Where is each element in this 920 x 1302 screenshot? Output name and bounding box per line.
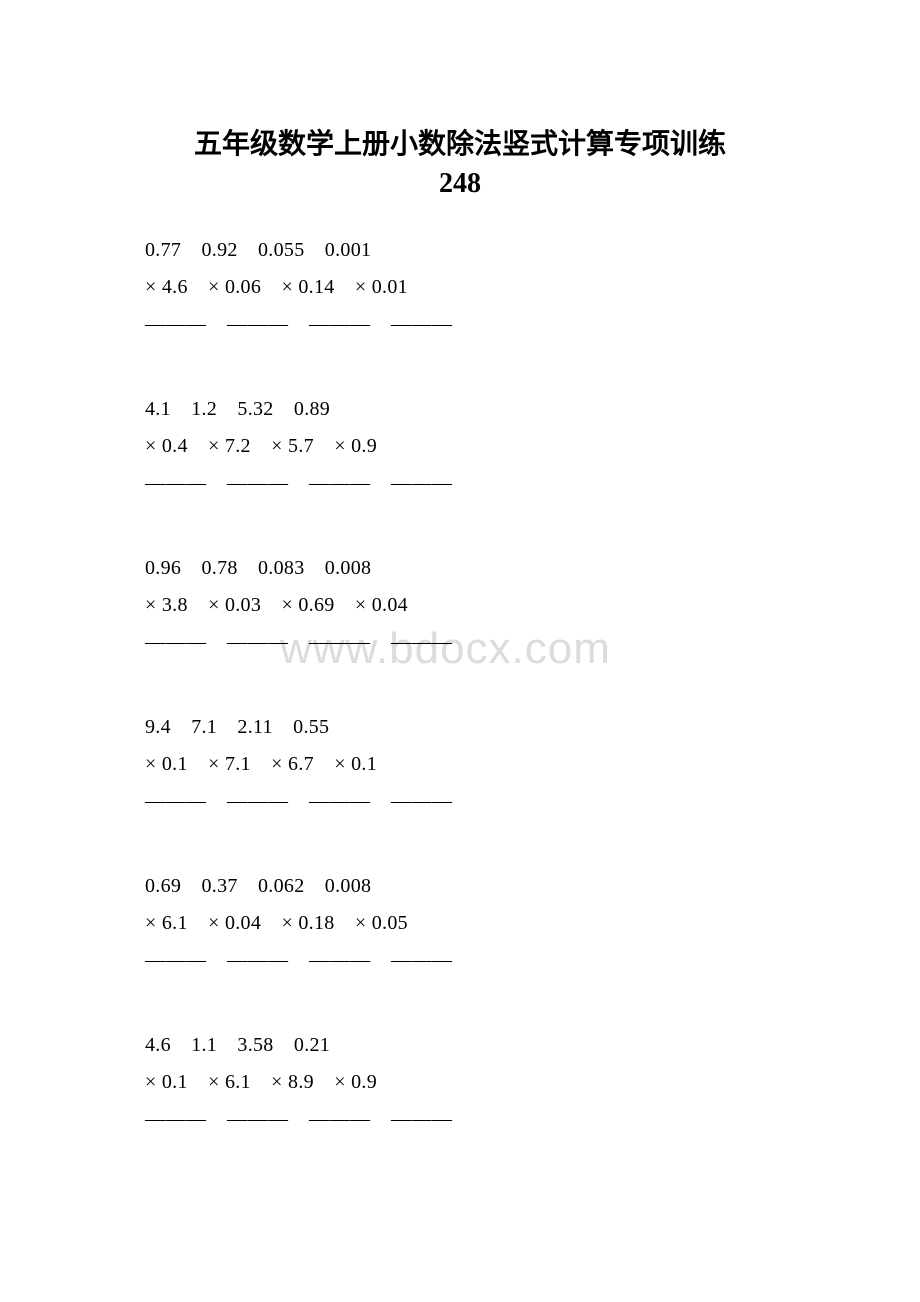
problem-row-operands: 0.69 0.37 0.062 0.008 <box>145 869 820 898</box>
problem-row-multipliers: × 0.1 × 6.1 × 8.9 × 0.9 <box>145 1065 820 1094</box>
problem-row-multipliers: × 6.1 × 0.04 × 0.18 × 0.05 <box>145 906 820 935</box>
problem-underlines: ——— ——— ——— ——— <box>145 625 820 654</box>
problem-row-operands: 9.4 7.1 2.11 0.55 <box>145 710 820 739</box>
problem-row-multipliers: × 0.4 × 7.2 × 5.7 × 0.9 <box>145 429 820 458</box>
problem-underlines: ——— ——— ——— ——— <box>145 784 820 813</box>
problem-group: 0.69 0.37 0.062 0.008 × 6.1 × 0.04 × 0.1… <box>145 869 820 972</box>
problem-group: 4.6 1.1 3.58 0.21 × 0.1 × 6.1 × 8.9 × 0.… <box>145 1028 820 1131</box>
problem-group: 0.96 0.78 0.083 0.008 × 3.8 × 0.03 × 0.6… <box>145 551 820 654</box>
page-content: 五年级数学上册小数除法竖式计算专项训练 248 0.77 0.92 0.055 … <box>0 125 920 1131</box>
problem-row-operands: 4.1 1.2 5.32 0.89 <box>145 392 820 421</box>
problem-underlines: ——— ——— ——— ——— <box>145 943 820 972</box>
problem-row-multipliers: × 3.8 × 0.03 × 0.69 × 0.04 <box>145 588 820 617</box>
title-line-1: 五年级数学上册小数除法竖式计算专项训练 <box>100 125 820 164</box>
problem-group: 0.77 0.92 0.055 0.001 × 4.6 × 0.06 × 0.1… <box>145 233 820 336</box>
problem-row-multipliers: × 0.1 × 7.1 × 6.7 × 0.1 <box>145 747 820 776</box>
problem-underlines: ——— ——— ——— ——— <box>145 466 820 495</box>
title-line-2: 248 <box>100 164 820 203</box>
problem-row-operands: 4.6 1.1 3.58 0.21 <box>145 1028 820 1057</box>
problems-container: 0.77 0.92 0.055 0.001 × 4.6 × 0.06 × 0.1… <box>0 233 920 1131</box>
problem-row-operands: 0.96 0.78 0.083 0.008 <box>145 551 820 580</box>
problem-row-operands: 0.77 0.92 0.055 0.001 <box>145 233 820 262</box>
problem-underlines: ——— ——— ——— ——— <box>145 1102 820 1131</box>
problem-underlines: ——— ——— ——— ——— <box>145 307 820 336</box>
problem-group: 4.1 1.2 5.32 0.89 × 0.4 × 7.2 × 5.7 × 0.… <box>145 392 820 495</box>
document-title: 五年级数学上册小数除法竖式计算专项训练 248 <box>0 125 920 203</box>
problem-group: 9.4 7.1 2.11 0.55 × 0.1 × 7.1 × 6.7 × 0.… <box>145 710 820 813</box>
problem-row-multipliers: × 4.6 × 0.06 × 0.14 × 0.01 <box>145 270 820 299</box>
